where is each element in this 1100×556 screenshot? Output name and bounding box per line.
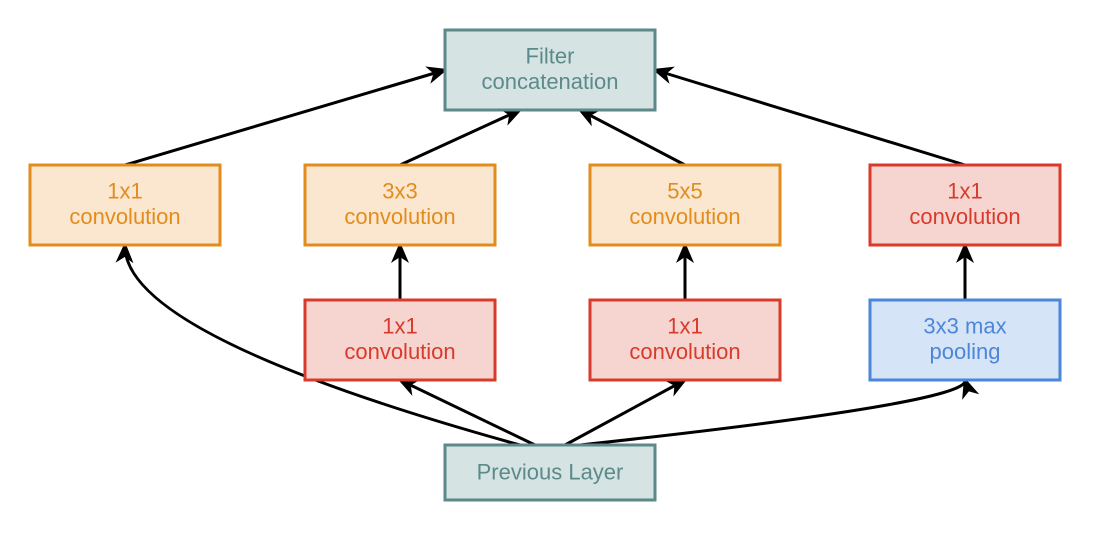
edge-prev-conv1_b [400,380,535,445]
inception-module-diagram: Filterconcatenation1x1convolution3x3conv… [0,0,1100,556]
node-label-line2: pooling [930,339,1001,364]
node-label-line2: convolution [909,204,1020,229]
node-conv5: 5x5convolution [590,165,780,245]
node-label-line2: convolution [344,204,455,229]
node-label-line1: 3x3 [382,179,417,204]
node-label-line2: convolution [629,339,740,364]
node-label-line1: 3x3 max [923,314,1006,339]
node-label-line2: convolution [344,339,455,364]
edge-conv1_r-concat [655,70,965,165]
edges [125,70,965,445]
node-pool: 3x3 maxpooling [870,300,1060,380]
node-concat: Filterconcatenation [445,30,655,110]
node-label-line1: 1x1 [107,179,142,204]
node-conv1_a: 1x1convolution [30,165,220,245]
node-label-line1: 1x1 [947,179,982,204]
node-prev: Previous Layer [445,445,655,500]
edge-prev-pool [580,380,965,445]
node-conv1_b: 1x1convolution [305,300,495,380]
node-conv3: 3x3convolution [305,165,495,245]
node-label-line1: 1x1 [382,314,417,339]
nodes: Filterconcatenation1x1convolution3x3conv… [30,30,1060,500]
edge-conv3-concat [400,110,520,165]
node-conv1_c: 1x1convolution [590,300,780,380]
node-label-line2: convolution [69,204,180,229]
node-conv1_r: 1x1convolution [870,165,1060,245]
node-label-line1: 5x5 [667,179,702,204]
edge-conv5-concat [580,110,685,165]
node-label-line1: Filter [526,44,575,69]
node-label: Previous Layer [477,459,624,484]
edge-conv1_a-concat [125,70,445,165]
node-label-line1: 1x1 [667,314,702,339]
node-label-line2: concatenation [482,69,619,94]
node-label-line2: convolution [629,204,740,229]
